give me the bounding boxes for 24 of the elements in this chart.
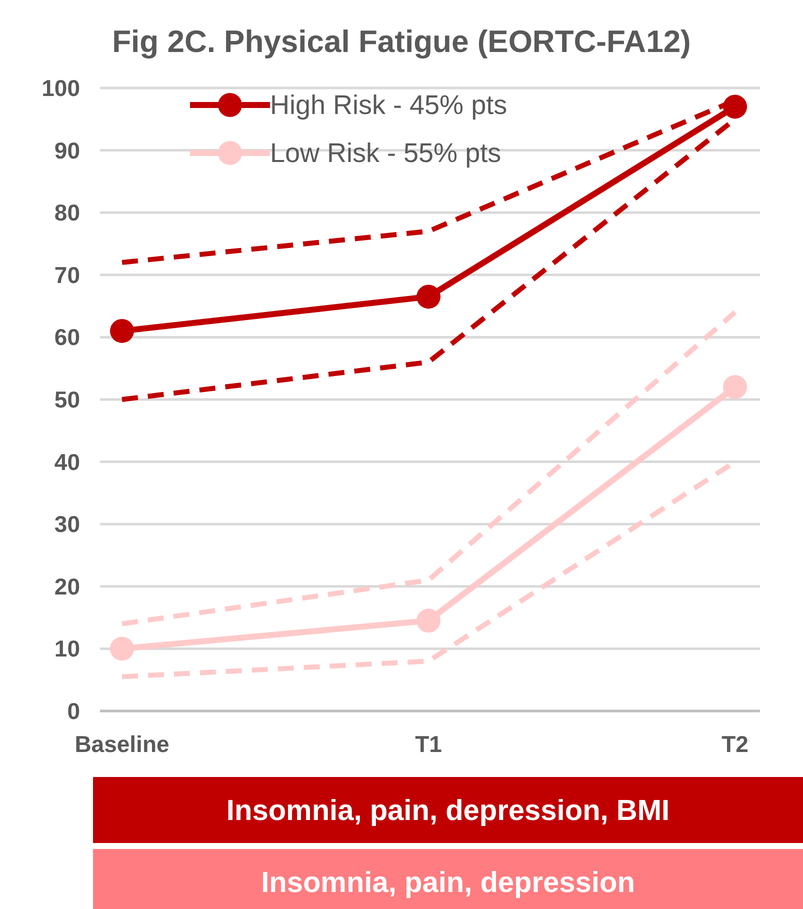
- point: [416, 608, 440, 633]
- legend-label: High Risk - 45% pts: [270, 90, 508, 120]
- x-tick-label: T2: [722, 731, 748, 757]
- y-tick-label: 90: [54, 137, 80, 164]
- point: [110, 318, 134, 343]
- y-tick-label: 0: [67, 698, 80, 724]
- chart-title: Fig 2C. Physical Fatigue (EORTC-FA12): [112, 24, 691, 59]
- text: Insomnia, pain, depression: [261, 867, 635, 899]
- x-tick-label: Baseline: [74, 731, 170, 757]
- y-tick-label: 100: [42, 75, 80, 101]
- y-tick-label: 50: [54, 386, 80, 412]
- x-tick-label: T1: [415, 731, 442, 757]
- y-tick-label: 40: [54, 448, 80, 475]
- y-tick-label: 30: [54, 511, 80, 538]
- legend-label: Low Risk - 55% pts: [270, 138, 502, 168]
- y-tick-label: 80: [54, 200, 80, 226]
- y-tick-label: 20: [54, 573, 80, 600]
- y-tick-label: 60: [54, 324, 80, 350]
- point: [723, 375, 747, 400]
- text: Insomnia, pain, depression, BMI: [226, 795, 670, 827]
- point: [110, 636, 134, 661]
- point: [416, 284, 440, 309]
- y-tick-label: 10: [54, 636, 80, 662]
- y-tick-label: 70: [54, 262, 80, 288]
